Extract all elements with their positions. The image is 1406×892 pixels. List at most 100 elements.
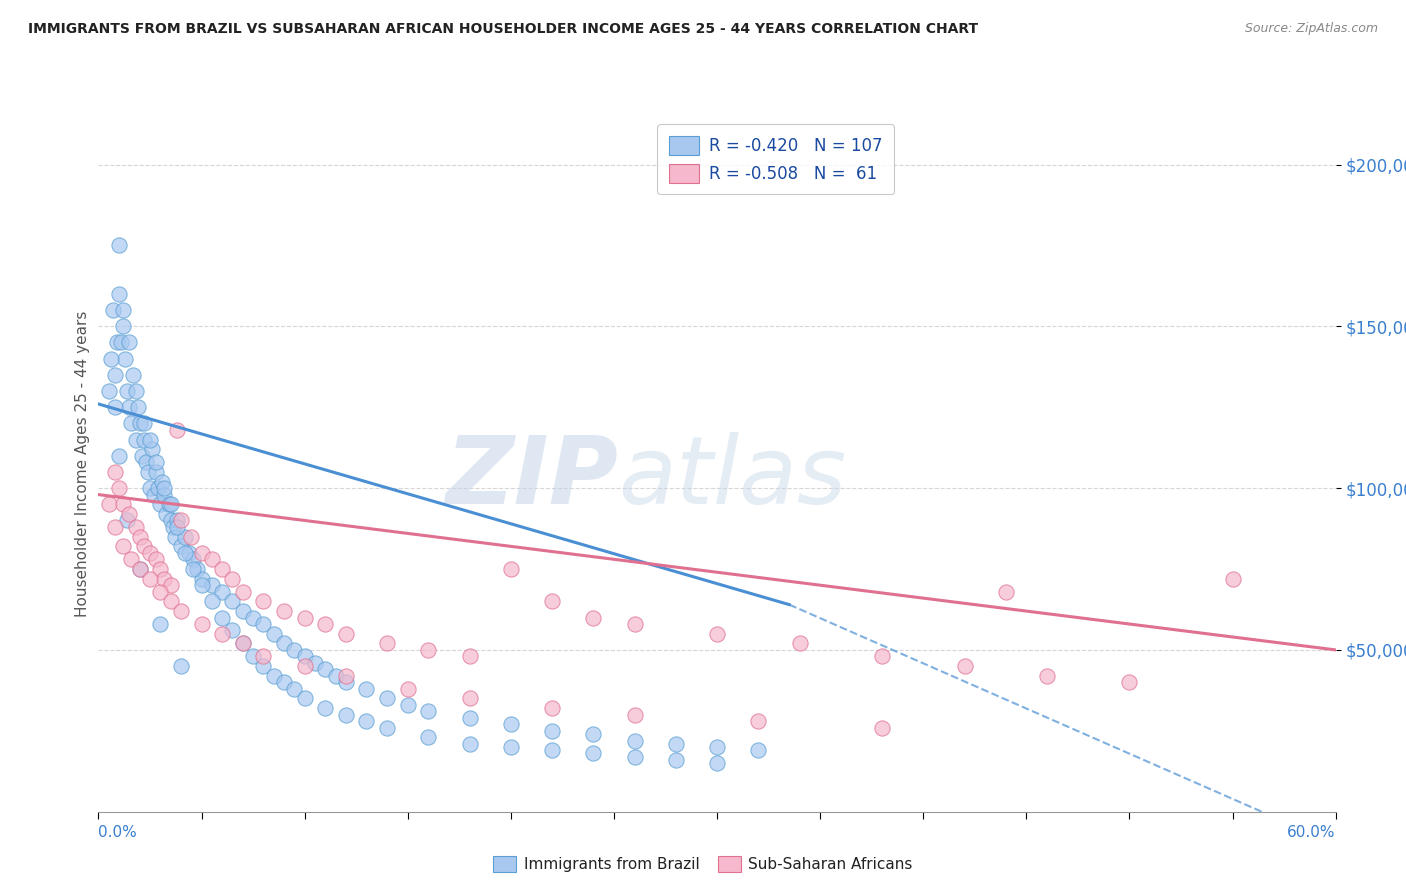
Point	[252, 594, 274, 608]
Point	[499, 562, 522, 576]
Point	[458, 649, 481, 664]
Point	[101, 303, 124, 318]
Point	[112, 540, 135, 554]
Point	[170, 659, 193, 673]
Point	[789, 636, 811, 650]
Point	[706, 756, 728, 771]
Point	[104, 368, 127, 382]
Point	[190, 578, 212, 592]
Point	[273, 675, 295, 690]
Point	[118, 507, 141, 521]
Point	[221, 572, 243, 586]
Point	[139, 546, 162, 560]
Point	[105, 335, 128, 350]
Point	[623, 733, 645, 747]
Point	[870, 721, 893, 735]
Point	[174, 530, 197, 544]
Point	[128, 417, 150, 431]
Point	[499, 717, 522, 731]
Point	[132, 417, 155, 431]
Point	[163, 530, 186, 544]
Point	[325, 669, 347, 683]
Point	[135, 455, 157, 469]
Point	[143, 487, 166, 501]
Point	[252, 649, 274, 664]
Text: atlas: atlas	[619, 433, 846, 524]
Point	[190, 546, 212, 560]
Point	[139, 481, 162, 495]
Point	[132, 433, 155, 447]
Point	[153, 572, 176, 586]
Text: 0.0%: 0.0%	[98, 825, 138, 840]
Point	[623, 749, 645, 764]
Point	[283, 681, 305, 696]
Point	[263, 669, 285, 683]
Point	[201, 594, 224, 608]
Point	[124, 433, 146, 447]
Point	[120, 552, 142, 566]
Point	[104, 520, 127, 534]
Text: ZIP: ZIP	[446, 432, 619, 524]
Point	[665, 737, 688, 751]
Text: 60.0%: 60.0%	[1288, 825, 1336, 840]
Point	[706, 626, 728, 640]
Point	[145, 455, 167, 469]
Point	[273, 604, 295, 618]
Point	[356, 681, 378, 696]
Point	[127, 401, 149, 415]
Point	[221, 594, 243, 608]
Point	[201, 578, 224, 592]
Point	[1222, 572, 1244, 586]
Point	[145, 465, 167, 479]
Point	[174, 546, 197, 560]
Legend: Immigrants from Brazil, Sub-Saharan Africans: Immigrants from Brazil, Sub-Saharan Afri…	[485, 848, 921, 880]
Point	[153, 481, 176, 495]
Point	[181, 562, 204, 576]
Point	[314, 701, 336, 715]
Point	[179, 546, 201, 560]
Point	[294, 610, 316, 624]
Point	[314, 617, 336, 632]
Point	[232, 584, 254, 599]
Point	[114, 351, 136, 366]
Point	[541, 701, 564, 715]
Text: IMMIGRANTS FROM BRAZIL VS SUBSAHARAN AFRICAN HOUSEHOLDER INCOME AGES 25 - 44 YEA: IMMIGRANTS FROM BRAZIL VS SUBSAHARAN AFR…	[28, 22, 979, 37]
Point	[104, 401, 127, 415]
Point	[122, 368, 145, 382]
Point	[747, 743, 769, 757]
Point	[108, 481, 131, 495]
Point	[418, 705, 440, 719]
Point	[97, 384, 120, 398]
Point	[100, 351, 122, 366]
Point	[181, 552, 204, 566]
Point	[136, 465, 159, 479]
Point	[283, 643, 305, 657]
Point	[499, 739, 522, 754]
Point	[294, 659, 316, 673]
Point	[124, 520, 146, 534]
Point	[232, 604, 254, 618]
Point	[541, 743, 564, 757]
Point	[149, 584, 172, 599]
Point	[458, 711, 481, 725]
Text: Source: ZipAtlas.com: Source: ZipAtlas.com	[1244, 22, 1378, 36]
Point	[1118, 675, 1140, 690]
Point	[131, 449, 153, 463]
Point	[273, 636, 295, 650]
Point	[120, 417, 142, 431]
Point	[252, 659, 274, 673]
Point	[314, 662, 336, 676]
Point	[221, 624, 243, 638]
Point	[582, 610, 605, 624]
Point	[145, 552, 167, 566]
Point	[150, 475, 173, 489]
Point	[541, 594, 564, 608]
Point	[117, 384, 139, 398]
Point	[180, 530, 202, 544]
Point	[706, 739, 728, 754]
Point	[149, 617, 172, 632]
Point	[132, 540, 155, 554]
Point	[1036, 669, 1059, 683]
Point	[159, 497, 181, 511]
Point	[110, 335, 132, 350]
